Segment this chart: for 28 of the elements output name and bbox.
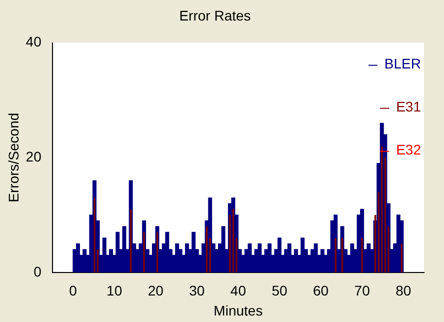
bar [268, 243, 272, 272]
x-tick-label: 60 [312, 282, 329, 299]
y-tick-label: 0 [34, 263, 42, 280]
x-tick-label: 20 [148, 282, 164, 299]
bar [76, 243, 80, 272]
x-axis-title: Minutes [214, 302, 263, 318]
bar [116, 232, 120, 272]
x-tick-label: 10 [106, 282, 122, 299]
bar [277, 238, 282, 272]
legend-label: E31 [396, 98, 422, 115]
bar [82, 249, 87, 272]
legend-label: E32 [396, 142, 422, 158]
bar [258, 243, 262, 272]
legend-label: BLER [384, 56, 422, 72]
y-tick-label: 40 [26, 34, 42, 50]
bar [165, 232, 170, 272]
bar [192, 232, 196, 272]
y-tick-label: 20 [26, 148, 42, 164]
bar [122, 226, 126, 272]
y-axis-title: Errors/Second [5, 112, 22, 202]
chart-title: Error Rates [179, 7, 251, 24]
x-tick-label: 80 [396, 282, 412, 299]
bar [300, 238, 305, 272]
x-tick-label: 50 [272, 282, 288, 299]
x-tick-label: 70 [354, 282, 370, 299]
x-tick-label: 0 [69, 282, 78, 299]
x-tick-label: 30 [189, 282, 205, 299]
x-tick-label: 40 [230, 282, 246, 299]
